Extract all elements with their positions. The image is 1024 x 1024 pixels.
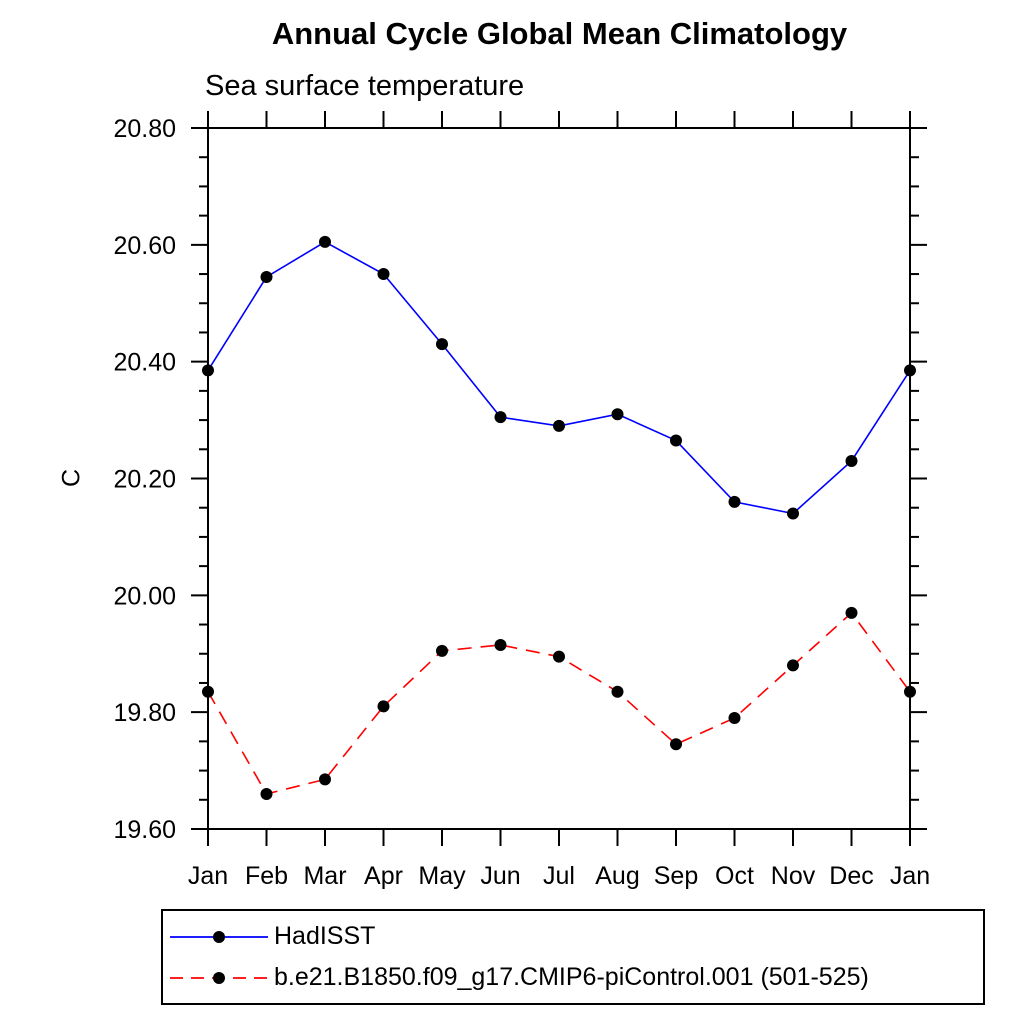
data-point-marker <box>377 268 390 281</box>
x-axis-tick-label: Aug <box>595 862 639 890</box>
x-axis-tick-label: Oct <box>715 862 754 890</box>
data-point-marker <box>436 644 448 657</box>
hadisst-line-sample-icon <box>170 930 268 943</box>
chart-title: Annual Cycle Global Mean Climatology <box>271 16 848 51</box>
x-axis-tick-label: Mar <box>303 862 346 890</box>
data-point-marker <box>611 685 624 698</box>
legend-label-hadisst: HadISST <box>274 922 376 950</box>
y-axis-tick-label: 20.60 <box>113 232 176 260</box>
data-point-marker <box>670 434 682 447</box>
legend-sample-marker <box>213 930 225 943</box>
legend-entry-picontrol: b.e21.B1850.f09_g17.CMIP6-piControl.001 … <box>168 957 983 998</box>
data-point-marker <box>787 507 799 520</box>
data-point-marker <box>202 685 214 698</box>
data-point-marker <box>728 712 741 725</box>
data-point-marker <box>904 364 916 377</box>
chart-subtitle: Sea surface temperature <box>205 70 525 102</box>
x-axis-tick-label: Jun <box>480 862 520 890</box>
y-axis-tick-label: 19.80 <box>113 699 176 727</box>
data-point-marker <box>611 408 624 421</box>
data-point-marker <box>494 638 507 651</box>
legend-sample-marker <box>213 971 225 984</box>
y-axis-tick-label: 20.20 <box>113 466 176 494</box>
y-axis-tick-label: 20.40 <box>113 349 176 377</box>
data-point-marker <box>436 338 448 351</box>
x-axis-tick-label: May <box>418 862 466 890</box>
series-line-1 <box>207 611 911 795</box>
data-point-marker <box>260 270 273 283</box>
x-axis-tick-label: Jul <box>543 862 575 890</box>
y-axis-tick-label: 19.60 <box>113 816 176 844</box>
x-axis-tick-label: Feb <box>245 862 288 890</box>
data-point-marker <box>904 685 916 698</box>
x-axis-tick-label: Jan <box>890 862 930 890</box>
x-axis-tick-label: Nov <box>771 862 816 890</box>
legend-label-picontrol: b.e21.B1850.f09_g17.CMIP6-piControl.001 … <box>274 963 869 991</box>
data-point-marker <box>494 411 507 424</box>
plot-box <box>207 127 911 830</box>
data-point-marker <box>670 738 682 751</box>
x-axis-tick-label: Jan <box>188 862 228 890</box>
data-point-marker <box>260 787 273 800</box>
y-axis-tick-label: 20.80 <box>113 115 176 143</box>
data-point-marker <box>202 364 214 377</box>
data-point-marker <box>377 700 390 713</box>
x-axis-tick-label: Dec <box>829 862 873 890</box>
series-line-0 <box>207 240 911 515</box>
data-point-marker <box>845 606 858 619</box>
data-point-marker <box>319 773 331 786</box>
data-point-marker <box>787 659 799 672</box>
picontrol-line-sample-icon <box>170 971 268 984</box>
data-point-marker <box>553 419 565 432</box>
x-axis-tick-label: Sep <box>654 862 698 890</box>
x-axis-tick-label: Apr <box>364 862 403 890</box>
data-point-marker <box>319 235 331 248</box>
legend-entry-hadisst: HadISST <box>168 916 983 957</box>
y-axis-tick-label: 20.00 <box>113 582 176 610</box>
legend-box: HadISST b.e21.B1850.f09_g17.CMIP6-piCont… <box>161 909 985 1005</box>
data-point-marker <box>845 454 858 467</box>
data-point-marker <box>553 650 565 663</box>
data-point-marker <box>728 495 741 508</box>
